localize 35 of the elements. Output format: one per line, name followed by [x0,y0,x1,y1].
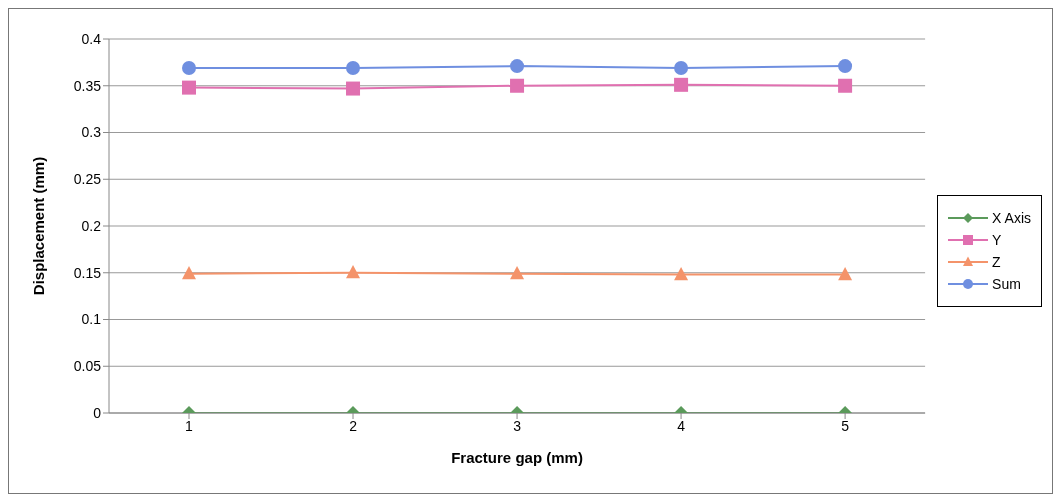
point [510,59,525,74]
point [346,60,361,75]
y-tick-label: 0.15 [73,264,102,281]
x-tick-label: 2 [349,417,358,434]
point [182,60,196,75]
y-tick-label: 0.05 [73,358,102,375]
point [510,78,525,93]
legend-label: Sum [992,276,1021,292]
y-tick-label: 0.35 [73,77,102,94]
point [346,81,361,96]
y-tick-label: 0 [93,404,102,421]
y-tick-label: 0.1 [81,311,102,328]
legend-label: Y [992,232,1002,248]
y-tick-label: 0.25 [73,171,102,188]
y-tick-label: 0.2 [81,217,102,234]
point [838,59,853,74]
point [182,265,196,280]
x-tick-label: 5 [841,417,850,434]
x-tick-label: 3 [513,417,522,434]
y-tick-label: 0.3 [81,124,102,141]
point [674,266,689,281]
legend-label: X Axis [992,210,1031,226]
point [346,265,361,279]
point [838,78,853,93]
x-axis-title: Fracture gap (mm) [451,449,583,466]
y-axis-title: Displacement (mm) [30,156,48,296]
legend-label: Z [992,254,1001,270]
y-tick-label: 0.4 [81,30,102,47]
point [674,77,689,92]
x-tick-label: 4 [677,417,686,434]
x-tick-label: 1 [185,417,194,434]
point [510,265,525,280]
point [838,266,853,281]
point [674,60,689,75]
point [182,80,196,95]
